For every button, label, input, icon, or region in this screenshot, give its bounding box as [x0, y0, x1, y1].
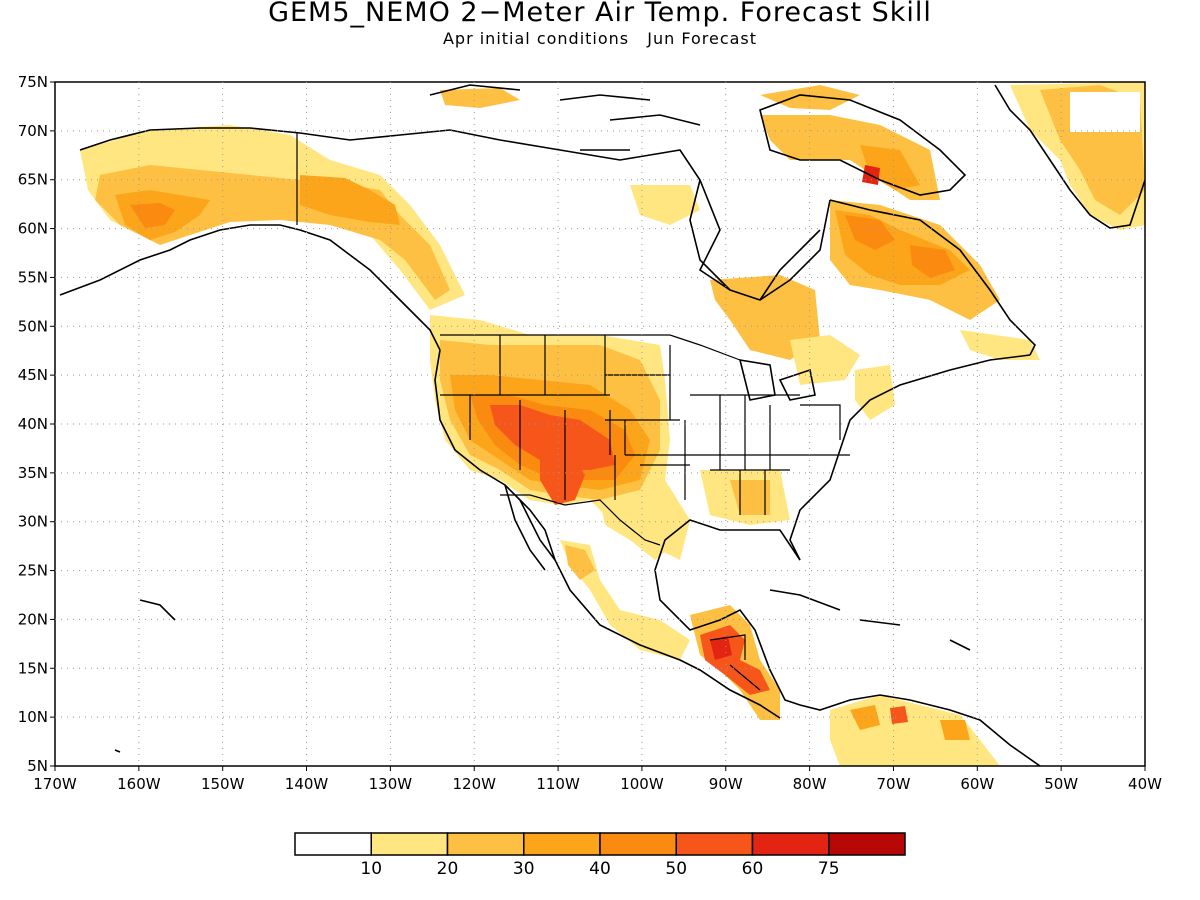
colorbar-label: 40 — [589, 859, 611, 879]
lat-tick-label: 35N — [18, 464, 48, 482]
arizona-skill-red — [540, 450, 585, 505]
colorbar-swatch — [599, 832, 677, 856]
greenland-skill-white — [1070, 92, 1140, 132]
centralam-borders — [709, 634, 761, 691]
newengland-skill — [855, 365, 895, 420]
political-borders — [296, 132, 850, 691]
samerica-coast — [799, 694, 1041, 766]
lon-tick-label: 140W — [285, 775, 329, 793]
map-subtitle: Apr initial conditions Jun Forecast — [0, 29, 1200, 48]
colorbar-swatch — [370, 832, 449, 856]
lat-tick-label: 60N — [18, 220, 48, 238]
axis-ticks: 75N 70N 65N 60N 55N 50N 45N 40N 35N 30N 25N 20N 15N 1… — [18, 73, 1162, 793]
colorbar-label: 50 — [665, 859, 687, 879]
colorbar-swatch — [828, 832, 906, 856]
lat-tick-label: 25N — [18, 562, 48, 580]
skill-shading — [80, 82, 1145, 766]
arctic-coast — [449, 129, 831, 301]
coastlines — [59, 84, 1145, 766]
state-lines-east — [690, 394, 850, 515]
texas-skill — [600, 490, 680, 560]
colorbar-swatch — [446, 832, 525, 856]
colorbar-label: 60 — [742, 859, 764, 879]
baffin-skill — [760, 115, 940, 200]
lat-tick-label: 75N — [18, 73, 48, 91]
colorbar: 10 20 30 40 50 60 75 — [294, 832, 906, 879]
maritimes-skill — [960, 330, 1040, 360]
ontario-skill — [710, 275, 820, 360]
arctic-skill-1 — [440, 88, 520, 108]
baffin-skill-high — [860, 145, 920, 190]
gulf-coast — [654, 519, 801, 706]
samerica-skill-mid2 — [940, 720, 970, 740]
baja — [504, 484, 556, 571]
caribbean-islands — [769, 589, 971, 651]
lat-tick-label: 30N — [18, 513, 48, 531]
lat-tick-label: 65N — [18, 171, 48, 189]
colorbar-swatch — [523, 832, 601, 856]
lon-tick-label: 90W — [709, 775, 743, 793]
arctic-islands — [429, 84, 701, 151]
ontario-skill-light — [790, 335, 860, 385]
lon-tick-label: 50W — [1044, 775, 1078, 793]
samerica-skill-light — [830, 695, 1000, 766]
colorbar-label: 30 — [513, 859, 535, 879]
lon-tick-label: 100W — [620, 775, 664, 793]
state-lines-west — [440, 335, 616, 500]
centralam-skill-peak — [710, 636, 732, 660]
east-coast — [789, 354, 1031, 561]
subtitle-forecast: Jun Forecast — [647, 29, 758, 48]
colorbar-label: 75 — [818, 859, 840, 879]
lat-tick-label: 70N — [18, 122, 48, 140]
colorbar-swatch — [294, 832, 372, 856]
lon-tick-label: 170W — [33, 775, 77, 793]
us-canada-border — [440, 334, 741, 361]
mexico-border — [500, 494, 661, 546]
baffin-coast — [759, 94, 967, 196]
lat-tick-label: 20N — [18, 610, 48, 628]
lon-tick-label: 150W — [201, 775, 245, 793]
mexico-skill-mid — [565, 545, 595, 580]
lon-tick-label: 160W — [117, 775, 161, 793]
yukon-skill — [300, 175, 400, 225]
lat-tick-label: 5N — [27, 757, 48, 775]
hawaii — [114, 599, 176, 753]
colorbar-swatch — [751, 832, 830, 856]
colorbar-label: 20 — [437, 859, 459, 879]
colorbar-swatch — [675, 832, 754, 856]
lat-tick-label: 40N — [18, 415, 48, 433]
map-title: GEM5_NEMO 2−Meter Air Temp. Forecast Ski… — [268, 0, 932, 28]
labrador-skill-high — [910, 245, 955, 278]
lon-tick-label: 110W — [536, 775, 580, 793]
westus-skill-red — [490, 405, 615, 470]
graticule — [55, 82, 1145, 766]
lon-tick-label: 80W — [793, 775, 827, 793]
arctic-skill-3 — [760, 85, 860, 110]
alaska-coast — [59, 224, 441, 351]
subtitle-init: Apr initial conditions — [442, 29, 630, 48]
lat-tick-label: 45N — [18, 366, 48, 384]
greenland-coast — [994, 84, 1145, 229]
lat-tick-label: 55N — [18, 268, 48, 286]
west-coast — [434, 349, 781, 719]
hudson-bay — [689, 179, 821, 301]
alaska-skill-peak — [130, 203, 175, 228]
lon-tick-label: 130W — [369, 775, 413, 793]
labrador-coast — [829, 199, 1036, 356]
lat-tick-label: 15N — [18, 659, 48, 677]
samerica-skill-red — [890, 706, 908, 724]
lat-tick-label: 10N — [18, 708, 48, 726]
lon-tick-label: 40W — [1128, 775, 1162, 793]
quebec-skill-high — [845, 215, 895, 250]
arctic-skill-2 — [630, 185, 700, 225]
lon-tick-label: 70W — [877, 775, 911, 793]
lat-tick-label: 50N — [18, 317, 48, 335]
lon-tick-label: 120W — [452, 775, 496, 793]
alaska-north-coast — [79, 127, 451, 151]
lon-tick-label: 60W — [960, 775, 994, 793]
colorbar-label: 10 — [360, 859, 382, 879]
